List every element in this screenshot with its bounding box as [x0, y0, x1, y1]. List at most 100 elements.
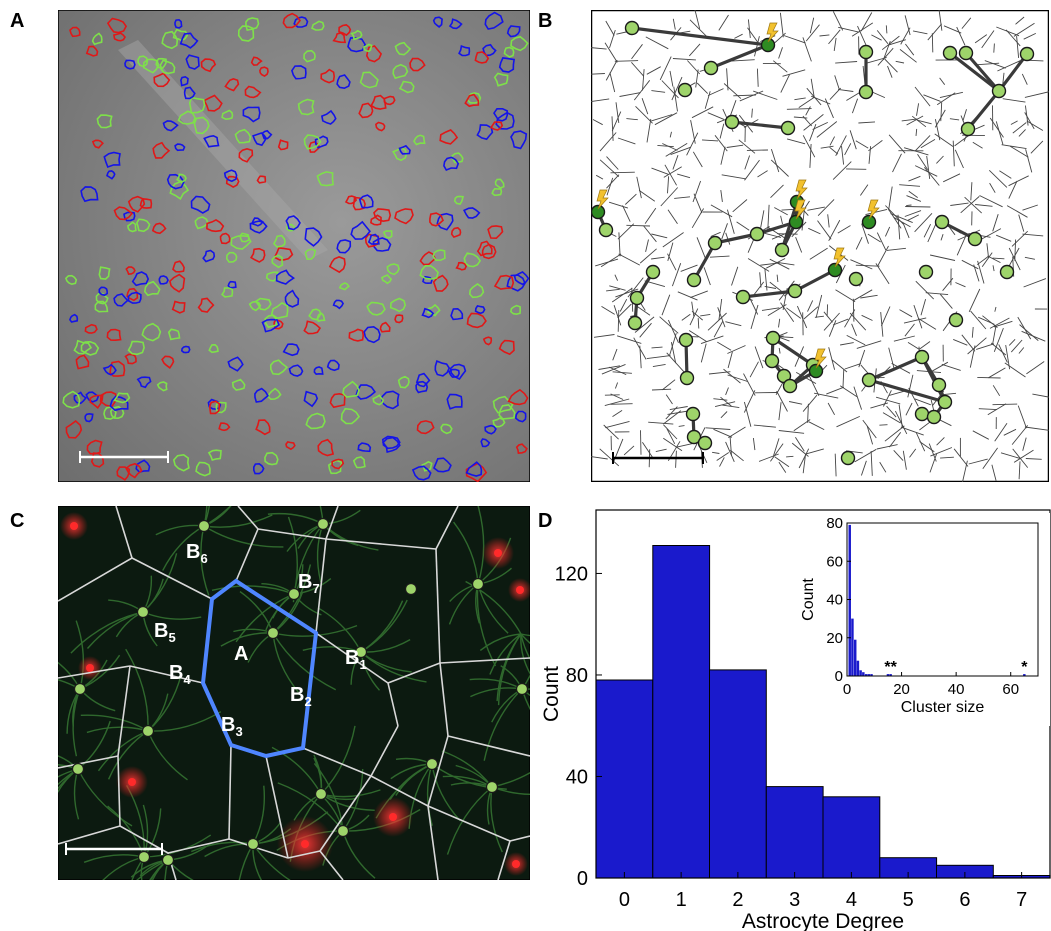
- voronoi-edge: [911, 115, 927, 128]
- inset-bar: [859, 670, 862, 676]
- panel-b-network: [591, 10, 1049, 482]
- voronoi-edge: [1011, 425, 1029, 445]
- roi-contour: [269, 359, 289, 376]
- astrocyte-process: [446, 786, 493, 855]
- voronoi-edge: [908, 190, 918, 198]
- roi-contour: [381, 435, 401, 450]
- voronoi-edge: [903, 147, 929, 156]
- voronoi-edge: [849, 312, 867, 331]
- roi-contour: [304, 227, 323, 247]
- voronoi-edge: [986, 243, 990, 259]
- voronoi-edge: [961, 259, 979, 270]
- roi-contour: [422, 275, 433, 285]
- domain-label: A: [234, 643, 248, 665]
- roi-contour: [242, 106, 261, 123]
- voronoi-edge: [915, 128, 918, 136]
- voronoi-edge: [591, 73, 605, 75]
- lightning-bolt-icon: [795, 179, 808, 200]
- voronoi-edge: [880, 312, 884, 337]
- voronoi-edge: [599, 132, 617, 152]
- roi-contour: [221, 109, 234, 121]
- voronoi-edge: [819, 34, 830, 37]
- voronoi-edge: [854, 448, 877, 463]
- inset-bar: [886, 674, 890, 676]
- voronoi-edge: [660, 187, 679, 207]
- voronoi-edge: [773, 60, 788, 73]
- voronoi-edge: [651, 167, 669, 175]
- domain-boundary: [315, 538, 327, 634]
- roi-contour: [419, 264, 439, 280]
- roi-contour: [244, 85, 262, 99]
- astrocyte-node: [931, 377, 947, 393]
- roi-contour: [230, 234, 252, 250]
- voronoi-edge: [1013, 449, 1034, 463]
- voronoi-edge: [659, 56, 672, 81]
- voronoi-edge: [786, 455, 794, 458]
- voronoi-edge: [643, 225, 657, 243]
- roi-contour: [367, 233, 380, 245]
- voronoi-edge: [993, 43, 995, 53]
- voronoi-edge: [949, 118, 960, 121]
- voronoi-edge: [992, 385, 1001, 397]
- astrocyte-node: [735, 289, 751, 305]
- roi-contour: [259, 66, 269, 78]
- roi-contour: [370, 94, 387, 110]
- domain-boundary: [237, 506, 259, 530]
- roi-contour: [432, 16, 443, 28]
- voronoi-edge: [609, 72, 616, 93]
- voronoi-edge: [992, 326, 997, 345]
- roi-contour: [394, 41, 412, 56]
- domain-boundary: [58, 665, 131, 679]
- voronoi-edge: [939, 91, 964, 99]
- roi-contour: [127, 195, 146, 213]
- roi-contour: [320, 68, 336, 84]
- voronoi-edge: [722, 404, 740, 409]
- roi-contour: [297, 98, 315, 116]
- voronoi-edge: [967, 337, 987, 355]
- astrocyte-node: [627, 315, 643, 331]
- roi-contour: [480, 438, 491, 448]
- roi-contour: [352, 456, 366, 469]
- voronoi-edge: [999, 170, 1012, 179]
- network-edge: [867, 355, 924, 382]
- voronoi-edge: [716, 452, 730, 461]
- roi-contour: [179, 32, 199, 49]
- voronoi-edge: [720, 146, 726, 165]
- voronoi-edge: [663, 410, 682, 425]
- voronoi-edge: [694, 10, 701, 29]
- voronoi-edge: [1030, 140, 1044, 154]
- domain-boundary: [315, 632, 389, 684]
- voronoi-edge: [659, 316, 679, 334]
- voronoi-edge: [888, 390, 904, 396]
- roi-contour: [394, 208, 414, 225]
- voronoi-edge: [641, 98, 649, 115]
- voronoi-edge: [876, 444, 898, 450]
- voronoi-edge: [754, 346, 764, 369]
- roi-contour: [254, 387, 269, 403]
- voronoi-edge: [1025, 458, 1042, 460]
- astrocyte-process: [75, 620, 85, 690]
- voronoi-edge: [663, 166, 682, 178]
- x-tick-label: 2: [732, 889, 743, 911]
- voronoi-edge: [923, 223, 932, 238]
- astrocyte-process: [200, 525, 210, 596]
- voronoi-edge: [688, 43, 701, 57]
- astrocyte-node: [677, 82, 693, 98]
- voronoi-edge: [1008, 175, 1029, 187]
- roi-contour: [197, 297, 215, 313]
- voronoi-edge: [989, 117, 1004, 138]
- domain-boundary: [325, 538, 437, 550]
- voronoi-edge: [972, 141, 983, 149]
- panel-b-frame: [591, 10, 1049, 482]
- voronoi-edge: [803, 306, 819, 320]
- astrocyte-node: [287, 587, 301, 601]
- roi-contour: [125, 266, 136, 275]
- roi-contour: [411, 465, 432, 481]
- roi-contour: [421, 307, 435, 319]
- voronoi-edge: [661, 294, 671, 316]
- voronoi-edge: [802, 135, 816, 158]
- voronoi-edge: [778, 347, 781, 354]
- roi-contour: [90, 452, 105, 468]
- voronoi-edge: [631, 44, 643, 60]
